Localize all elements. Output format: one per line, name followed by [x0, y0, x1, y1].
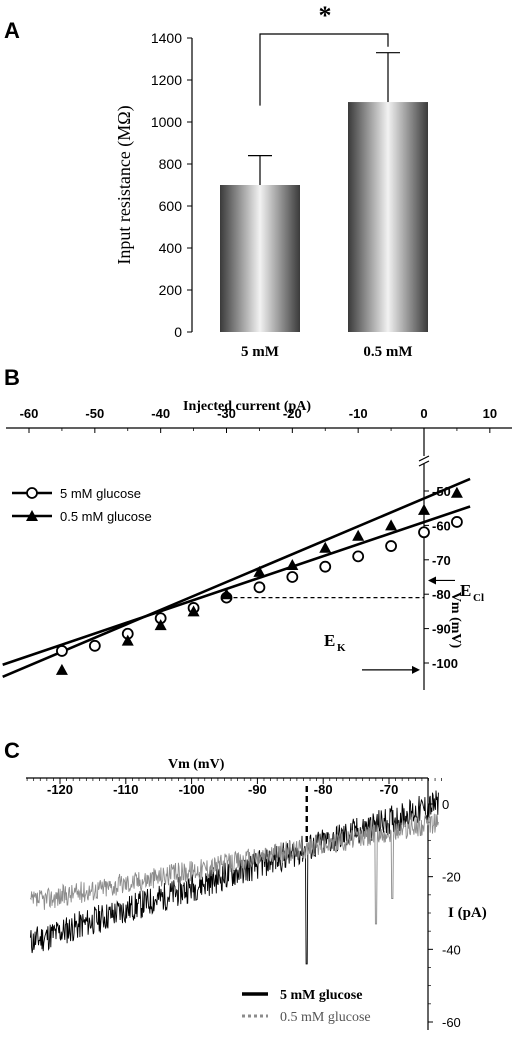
panel-a-y-tick-label: 600 — [159, 198, 183, 214]
e-k-label-main: E — [324, 631, 335, 650]
panel-c-x-tick-label: -80 — [314, 782, 333, 797]
panel-a-category-label: 0.5 mM — [363, 344, 412, 360]
panel-c-x-tick-label: -100 — [179, 782, 205, 797]
fit-line-5mm — [2, 505, 471, 666]
panel-a-y-tick-label: 1000 — [151, 114, 182, 130]
panel-a-y-tick-label: 0 — [174, 324, 182, 340]
panel-c-y-tick-label: -20 — [442, 870, 461, 885]
panel-b-x-axis-label: Injected current (pA) — [183, 399, 311, 414]
panel-b-x-tick-label: -50 — [85, 406, 104, 421]
panel-a-chart: 0 200 400 600 800 1000 1200 1400 5 mM 0.5 mM — [151, 30, 428, 360]
data-point-05mm — [121, 634, 134, 646]
e-cl-arrowhead — [428, 576, 436, 585]
legend-marker-filled-triangle — [26, 510, 38, 521]
legend-label-5mm-trace: 5 mM glucose — [280, 988, 362, 1003]
panel-b-y-tick-label: -100 — [432, 656, 458, 671]
significance-bracket — [259, 33, 389, 106]
panel-b-x-tick-label: 10 — [483, 406, 497, 421]
data-point-05mm — [319, 541, 332, 553]
trace-05mm-glucose — [30, 813, 439, 925]
panel-c-y-tick-label: -60 — [442, 1015, 461, 1030]
panel-a-y-tick-label: 200 — [159, 282, 183, 298]
panel-b-y-tick-label: -60 — [432, 518, 451, 533]
panel-a-bar — [348, 102, 428, 332]
e-cl-label-sub: Cl — [473, 592, 484, 604]
panel-c-y-tick-label: -40 — [442, 942, 461, 957]
panel-c-y-axis-label: I (pA) — [448, 905, 487, 921]
legend-label-05mm-trace: 0.5 mM glucose — [280, 1010, 371, 1025]
panel-a-y-tick-label: 1200 — [151, 72, 182, 88]
panel-a-bar — [220, 185, 300, 332]
data-point-5mm — [56, 645, 68, 657]
e-cl-label-main: E — [460, 581, 471, 600]
data-point-05mm — [286, 558, 299, 570]
panel-c-letter: C — [4, 738, 20, 763]
panel-b-x-tick-label: -40 — [151, 406, 170, 421]
panel-a-category-label: 5 mM — [241, 344, 279, 360]
data-point-5mm — [451, 516, 463, 528]
data-point-05mm — [385, 519, 398, 531]
data-point-05mm — [154, 619, 167, 631]
e-k-label-sub: K — [337, 642, 346, 654]
significance-star: * — [319, 1, 332, 30]
data-point-05mm — [253, 565, 266, 577]
data-point-05mm — [352, 529, 365, 541]
e-k-arrowhead — [412, 665, 420, 674]
panel-b-axis-break — [418, 455, 430, 462]
data-point-05mm — [187, 605, 200, 617]
panel-b-letter: B — [4, 365, 20, 390]
panel-c-x-tick-label: -110 — [113, 782, 138, 797]
panel-c-x-tick-label: -90 — [248, 782, 267, 797]
panel-c-x-axis-label: Vm (mV) — [168, 757, 225, 772]
data-point-5mm — [253, 581, 266, 594]
panel-a-y-tick-label: 400 — [159, 240, 183, 256]
data-point-5mm — [352, 550, 365, 563]
data-point-5mm — [418, 526, 430, 539]
panel-b-x-tick-label: -60 — [20, 406, 39, 421]
panel-b-x-tick-label: -20 — [283, 406, 302, 421]
panel-b-x-tick-label: -30 — [217, 406, 236, 421]
panel-b-x-tick-label: 0 — [420, 406, 427, 421]
panel-c-x-tick-label: -70 — [380, 782, 399, 797]
panel-b-y-axis-label: Vm (mV) — [448, 592, 463, 649]
panel-b-y-tick-label: -70 — [432, 553, 451, 568]
panel-a-letter: A — [4, 18, 20, 43]
legend-label-5mm: 5 mM glucose — [60, 486, 141, 501]
data-point-5mm — [385, 540, 397, 552]
trace-5mm-glucose — [29, 790, 439, 965]
panel-c-x-tick-label: -120 — [47, 782, 73, 797]
data-point-5mm — [88, 639, 101, 652]
panel-a-y-tick-label: 800 — [159, 156, 183, 172]
panel-b-axis-break — [418, 460, 430, 467]
panel-a-y-axis-label: Input resistance (MΩ) — [114, 105, 135, 264]
panel-b-x-tick-label: -10 — [349, 406, 368, 421]
legend-label-05mm: 0.5 mM glucose — [60, 509, 152, 524]
panel-c-chart: -120 -110 -100 -90 -80 -70 0 -20 -40 -60 — [26, 777, 461, 1030]
panel-b-y-tick-label: -80 — [432, 587, 451, 602]
fit-line-05mm — [2, 477, 471, 678]
data-point-05mm — [450, 486, 463, 498]
data-point-5mm — [319, 560, 332, 573]
panel-a-y-tick-label: 1400 — [151, 30, 182, 46]
data-point-5mm — [286, 571, 299, 583]
data-point-05mm — [220, 588, 233, 600]
data-point-05mm — [418, 503, 430, 515]
panel-b-y-tick-label: -90 — [432, 622, 451, 637]
legend-marker-open-circle — [26, 487, 38, 499]
panel-c-y-tick-label: 0 — [442, 797, 449, 812]
data-point-05mm — [55, 663, 68, 675]
